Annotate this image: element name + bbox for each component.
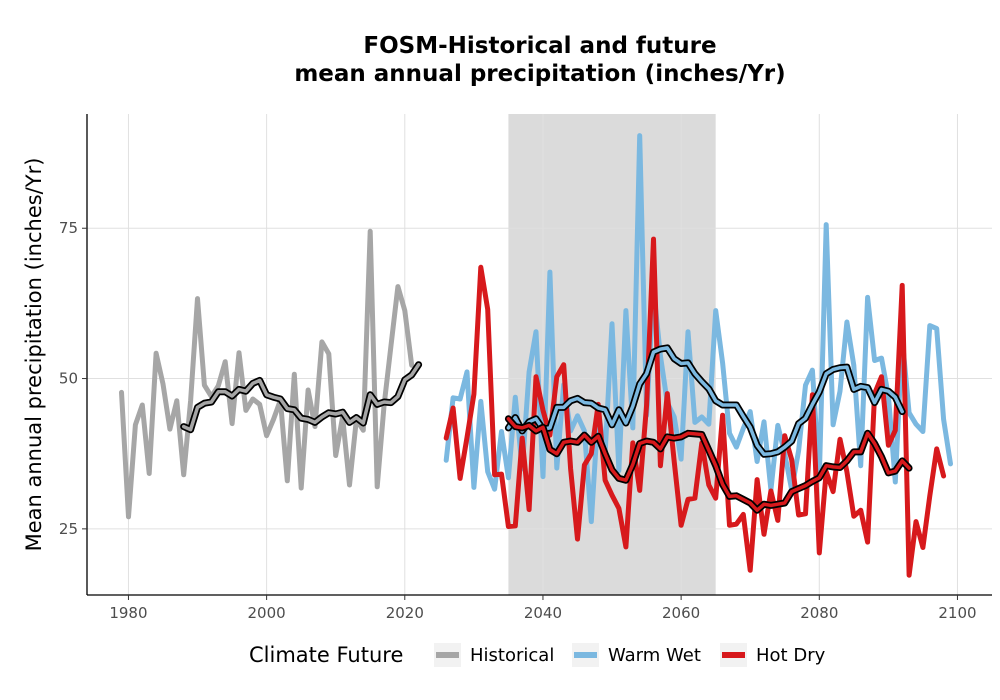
series-line-historical: [119, 228, 415, 520]
y-tick-label: 50: [59, 370, 78, 388]
legend: Climate Future Historical Warm Wet Hot Dry: [249, 643, 826, 667]
y-tick-label: 75: [59, 219, 78, 237]
x-tick-label: 2000: [248, 604, 286, 622]
series-layer: [119, 133, 953, 578]
series-line-warm-wet: [443, 133, 953, 525]
x-tick-label: 2100: [938, 604, 976, 622]
y-axis-title: Mean annual precipitation (inches/Yr): [22, 158, 46, 552]
series-line-hot-dry: [443, 236, 947, 578]
legend-label: Hot Dry: [756, 645, 826, 666]
axes: 1980 2000 2020 2040 2060 2080 2100 25 50 75 Mean a…: [22, 114, 992, 622]
chart-title-line-2: mean annual precipitation (inches/Yr): [294, 61, 785, 87]
moving-average-line-hot-dry: [506, 417, 911, 512]
x-tick-label: 2080: [800, 604, 838, 622]
x-tick-label: 2060: [662, 604, 700, 622]
x-tick-label: 2040: [524, 604, 562, 622]
y-tick-label: 25: [59, 520, 78, 538]
x-tick-label: 2020: [386, 604, 424, 622]
legend-title: Climate Future: [249, 643, 403, 667]
legend-label: Warm Wet: [608, 645, 701, 666]
x-tick-label: 1980: [109, 604, 147, 622]
moving-average-line-historical: [181, 362, 421, 432]
chart-title-line-1: FOSM-Historical and future: [363, 33, 716, 59]
moving-average-line-warm-wet: [506, 346, 904, 457]
legend-label: Historical: [470, 645, 554, 666]
